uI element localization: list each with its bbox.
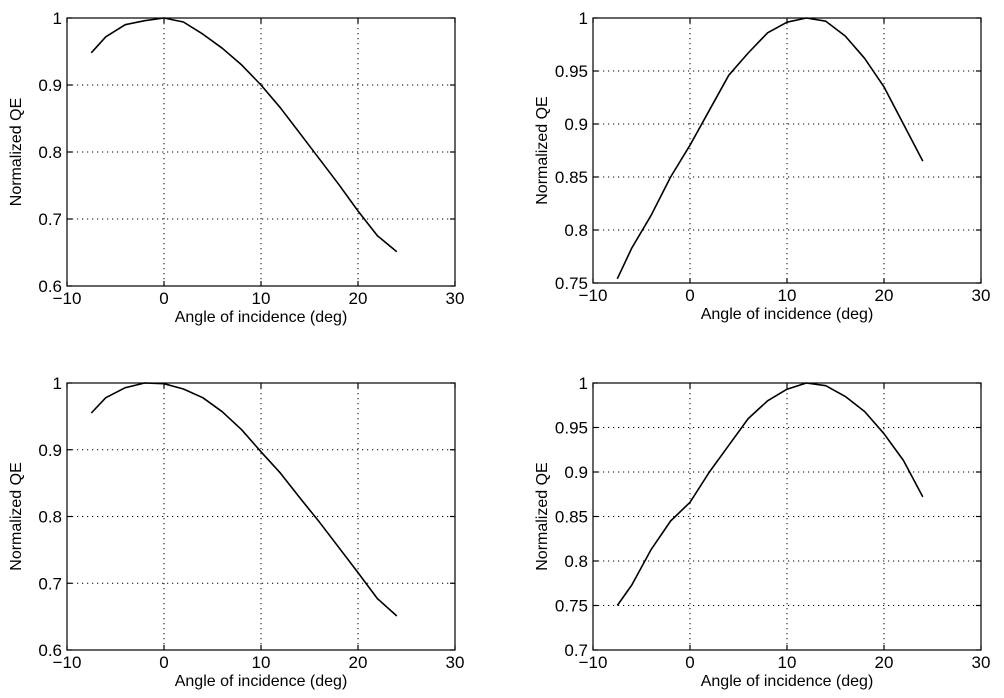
y-tick-label: 0.85 bbox=[555, 168, 588, 187]
x-tick-label: 10 bbox=[778, 286, 797, 305]
x-tick-label: 0 bbox=[685, 653, 694, 672]
x-tick-label: 10 bbox=[252, 653, 271, 672]
subplot-top-right: −10 0 10 20 30 0.75 0.8 0.85 0.9 0.95 1 Angle of in… bbox=[534, 9, 990, 323]
x-axis-label: Angle of incidence (deg) bbox=[175, 673, 348, 690]
y-tick-label: 0.9 bbox=[564, 463, 588, 482]
y-tick-label: 0.9 bbox=[38, 441, 62, 460]
x-tick-label: 20 bbox=[875, 286, 894, 305]
y-axis-label: Normalized QE bbox=[8, 98, 25, 206]
x-tick-label: 10 bbox=[252, 289, 271, 308]
series-line bbox=[90, 17, 398, 253]
x-axis-label: Angle of incidence (deg) bbox=[701, 673, 874, 690]
plot-frame bbox=[592, 382, 982, 651]
y-tick-label: 0.9 bbox=[38, 76, 62, 95]
subplot-bottom-left: −10 0 10 20 30 0.6 0.7 0.8 0.9 1 Angle of incidenc… bbox=[8, 374, 464, 690]
y-tick-label: 0.85 bbox=[555, 508, 588, 527]
x-tick-label: 0 bbox=[159, 289, 168, 308]
x-tick-label: 10 bbox=[778, 653, 797, 672]
y-tick-label: 0.95 bbox=[555, 419, 588, 438]
x-tick-label: −10 bbox=[579, 286, 608, 305]
series-line bbox=[616, 382, 924, 606]
x-tick-label: 30 bbox=[446, 653, 465, 672]
plot-frame bbox=[592, 17, 982, 284]
y-tick-label: 0.8 bbox=[564, 221, 588, 240]
x-axis-label: Angle of incidence (deg) bbox=[701, 306, 874, 323]
x-tick-label: −10 bbox=[53, 289, 82, 308]
x-tick-label: 20 bbox=[875, 653, 894, 672]
y-tick-label: 0.6 bbox=[38, 277, 62, 296]
y-tick-label: 0.75 bbox=[555, 274, 588, 293]
y-tick-label: 0.8 bbox=[38, 143, 62, 162]
series-line bbox=[616, 17, 924, 280]
x-tick-label: 20 bbox=[349, 653, 368, 672]
y-tick-label: 0.95 bbox=[555, 62, 588, 81]
x-tick-label: −10 bbox=[579, 653, 608, 672]
y-tick-label: 1 bbox=[579, 9, 588, 28]
series-line bbox=[90, 382, 398, 617]
y-tick-label: 0.8 bbox=[564, 552, 588, 571]
y-tick-label: 0.7 bbox=[564, 641, 588, 660]
y-axis-label: Normalized QE bbox=[8, 462, 25, 570]
plot-frame bbox=[66, 17, 456, 287]
y-tick-label: 0.7 bbox=[38, 574, 62, 593]
y-tick-label: 0.7 bbox=[38, 210, 62, 229]
plot-frame bbox=[66, 382, 456, 651]
x-tick-label: 20 bbox=[349, 289, 368, 308]
subplot-bottom-right: −10 0 10 20 30 0.7 0.75 0.8 0.85 0.9 0.95 1 Angle of… bbox=[534, 374, 990, 690]
x-tick-label: 30 bbox=[972, 653, 991, 672]
x-tick-label: 30 bbox=[972, 286, 991, 305]
x-tick-label: −10 bbox=[53, 653, 82, 672]
y-tick-label: 0.75 bbox=[555, 597, 588, 616]
y-tick-label: 0.9 bbox=[564, 115, 588, 134]
y-tick-label: 1 bbox=[53, 374, 62, 393]
x-tick-label: 0 bbox=[685, 286, 694, 305]
subplot-top-left: −10 0 10 20 30 0.6 0.7 0.8 0.9 1 Angle of incidenc… bbox=[8, 9, 464, 326]
y-axis-label: Normalized QE bbox=[534, 462, 551, 570]
y-tick-label: 0.6 bbox=[38, 641, 62, 660]
x-axis-label: Angle of incidence (deg) bbox=[175, 309, 348, 326]
y-tick-label: 1 bbox=[53, 9, 62, 28]
x-tick-label: 0 bbox=[159, 653, 168, 672]
y-tick-label: 1 bbox=[579, 374, 588, 393]
y-tick-label: 0.8 bbox=[38, 508, 62, 527]
x-tick-label: 30 bbox=[446, 289, 465, 308]
y-axis-label: Normalized QE bbox=[534, 96, 551, 204]
